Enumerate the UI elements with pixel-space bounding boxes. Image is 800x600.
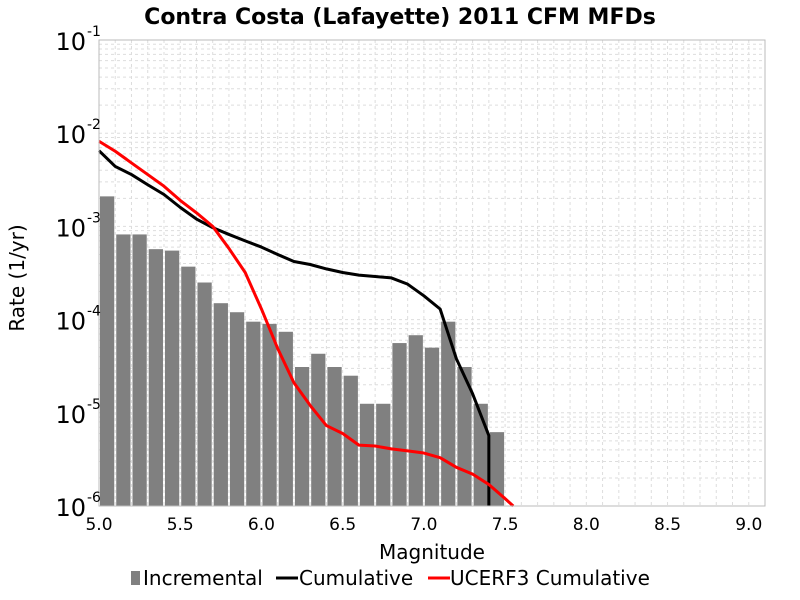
y-tick-label: 10 [55,214,86,242]
legend: Incremental Cumulative UCERF3 Cumulative [131,566,650,590]
x-axis-ticks: 5.0 5.5 6.0 6.5 7.0 7.5 8.0 8.5 9.0 [85,515,762,535]
series-lines [97,139,515,508]
plot-border [98,39,766,507]
y-tick-exponent: -3 [87,210,101,226]
y-tick-exponent: -2 [87,117,101,133]
incremental-bar [473,403,488,506]
legend-swatch-incremental [131,571,140,585]
y-tick-label: 10 [55,121,86,149]
incremental-bar [213,303,228,506]
legend-label-ucerf3-cumulative: UCERF3 Cumulative [450,566,650,590]
incremental-bar [246,321,261,506]
incremental-bar [100,196,115,507]
incremental-bar [197,282,212,506]
x-tick-label: 8.5 [654,515,681,535]
incremental-bar [164,250,180,506]
series-line-ucerf3-cumulative [98,139,515,508]
x-tick-label: 5.5 [167,515,194,535]
x-axis-label: Magnitude [379,540,485,564]
incremental-bar [148,249,163,506]
incremental-bar [311,353,326,506]
y-axis-label: Rate (1/yr) [5,224,29,331]
legend-label-incremental: Incremental [143,566,263,590]
y-tick-exponent: -1 [87,24,101,40]
incremental-bar [132,234,147,506]
incremental-bar [327,367,342,506]
incremental-bar [181,266,196,506]
incremental-bar [392,343,407,506]
x-tick-label: 6.5 [329,515,356,535]
incremental-bar [359,403,375,506]
incremental-bar [229,312,245,506]
x-tick-label: 7.5 [492,515,519,535]
incremental-bar [116,234,131,506]
x-tick-label: 9.0 [735,515,762,535]
x-tick-label: 6.0 [248,515,275,535]
incremental-bar [376,403,391,506]
incremental-bar [294,367,310,506]
y-tick-exponent: -6 [87,490,101,506]
y-tick-label: 10 [55,28,86,56]
y-tick-label: 10 [55,401,86,429]
y-tick-exponent: -5 [87,397,101,413]
y-tick-exponent: -4 [87,304,101,320]
incremental-bar [262,323,277,506]
x-tick-label: 7.0 [410,515,437,535]
series-line-cumulative [97,149,491,506]
y-tick-label: 10 [55,308,86,336]
chart-title: Contra Costa (Lafayette) 2011 CFM MFDs [144,5,656,30]
legend-label-cumulative: Cumulative [299,566,413,590]
incremental-bar [424,347,440,506]
x-tick-label: 5.0 [85,515,112,535]
y-axis-ticks: 10-610-510-410-310-210-1 [55,24,101,522]
x-tick-label: 8.0 [573,515,600,535]
y-tick-label: 10 [55,494,86,522]
incremental-bar [408,335,423,506]
